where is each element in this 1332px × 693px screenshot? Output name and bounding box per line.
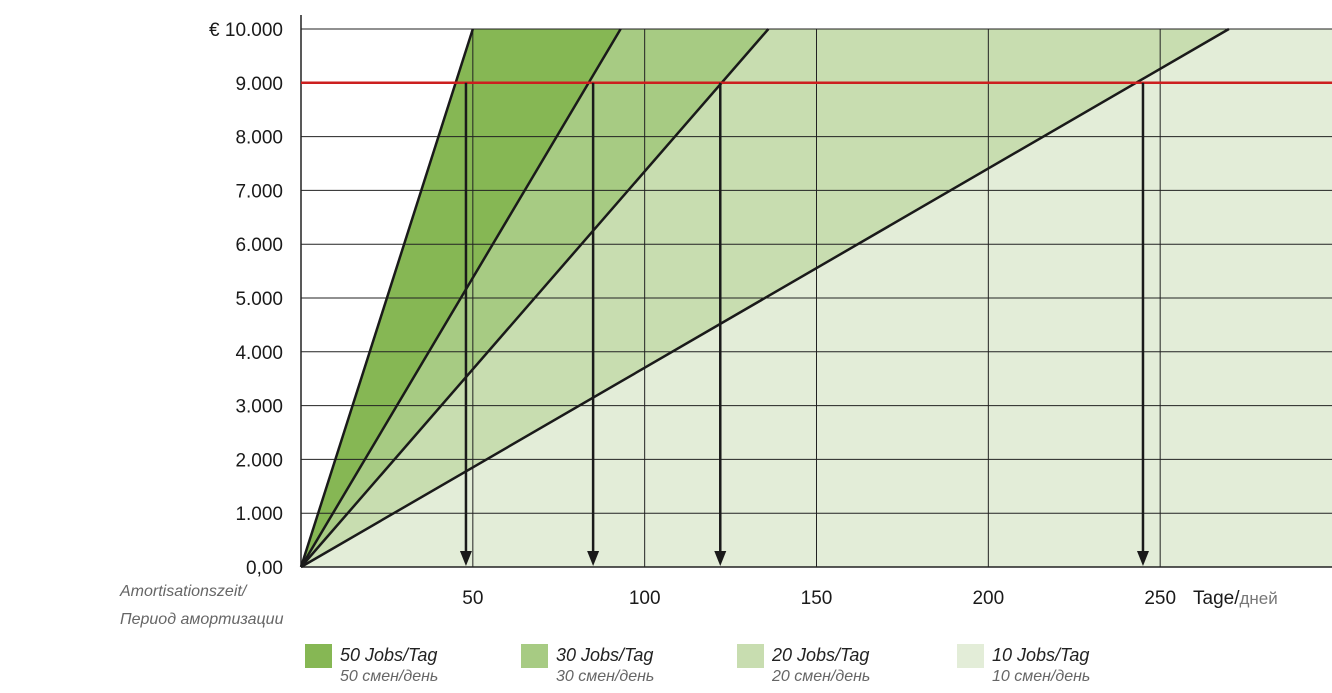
y-tick-label: 1.000	[235, 504, 283, 525]
payback-arrow-head-1	[459, 551, 472, 566]
x-unit-label-de: Tage/	[1193, 588, 1240, 609]
tick-labels: 0,00 1.000 2.000 3.000 4.000 5.000 6.000 7.000 8…	[209, 20, 1278, 609]
axes	[300, 15, 1332, 568]
y-tick-label: 5.000	[235, 289, 283, 310]
payback-arrow-head-4	[1136, 551, 1149, 566]
line-2	[299, 28, 622, 568]
y-tick-label: 4.000	[235, 343, 283, 364]
legend-swatch	[305, 644, 332, 668]
x-tick-label: 100	[629, 588, 661, 609]
y-tick-label: 8.000	[235, 128, 283, 149]
amortisation-label: Amortisationszeit/ Период амортизации	[120, 578, 283, 634]
amortisation-label-de: Amortisationszeit/	[120, 583, 247, 600]
line-1	[299, 28, 475, 568]
y-tick-label: € 10.000	[209, 20, 283, 41]
amortisation-label-ru: Период амортизации	[120, 611, 284, 628]
x-tick-label: 200	[972, 588, 1004, 609]
payback-arrow-head-2	[587, 551, 600, 566]
payback-arrows	[459, 82, 1149, 566]
legend-swatch	[957, 644, 984, 668]
payback-arrow-head-3	[714, 551, 727, 566]
y-tick-label: 6.000	[235, 235, 283, 256]
legend-text: 50 Jobs/Tag 50 смен/день	[340, 644, 438, 688]
x-tick-label: 150	[801, 588, 833, 609]
legend-swatch	[521, 644, 548, 668]
legend-text: 10 Jobs/Tag 10 смен/день	[992, 644, 1090, 688]
legend-label-de: 30 Jobs/Tag	[556, 645, 654, 665]
legend-label-de: 50 Jobs/Tag	[340, 645, 438, 665]
legend-label-ru: 30 смен/день	[556, 668, 655, 685]
series-lines	[299, 27, 1230, 569]
legend-swatch	[737, 644, 764, 668]
legend-item: 20 Jobs/Tag 20 смен/день	[737, 644, 870, 688]
legend-label-de: 10 Jobs/Tag	[992, 645, 1090, 665]
x-tick-label: 250	[1144, 588, 1176, 609]
y-tick-label: 9.000	[235, 74, 283, 95]
legend-text: 30 Jobs/Tag 30 смен/день	[556, 644, 654, 688]
y-tick-label: 7.000	[235, 181, 283, 202]
line-3	[300, 28, 770, 568]
y-tick-label: 0,00	[246, 558, 283, 579]
x-unit-label: Tage/дней	[1193, 588, 1278, 609]
legend-label-de: 20 Jobs/Tag	[772, 645, 870, 665]
legend-text: 20 Jobs/Tag 20 смен/день	[772, 644, 870, 688]
legend-label-ru: 50 смен/день	[340, 668, 439, 685]
y-tick-label: 3.000	[235, 397, 283, 418]
line-4	[300, 27, 1230, 569]
legend-item: 30 Jobs/Tag 30 смен/день	[521, 644, 654, 688]
legend-label-ru: 20 смен/день	[772, 668, 871, 685]
legend-label-ru: 10 смен/день	[992, 668, 1091, 685]
x-tick-label: 50	[462, 588, 483, 609]
legend-item: 50 Jobs/Tag 50 смен/день	[305, 644, 438, 688]
y-tick-label: 2.000	[235, 450, 283, 471]
x-unit-label-ru: дней	[1239, 589, 1277, 608]
legend-item: 10 Jobs/Tag 10 смен/день	[957, 644, 1090, 688]
